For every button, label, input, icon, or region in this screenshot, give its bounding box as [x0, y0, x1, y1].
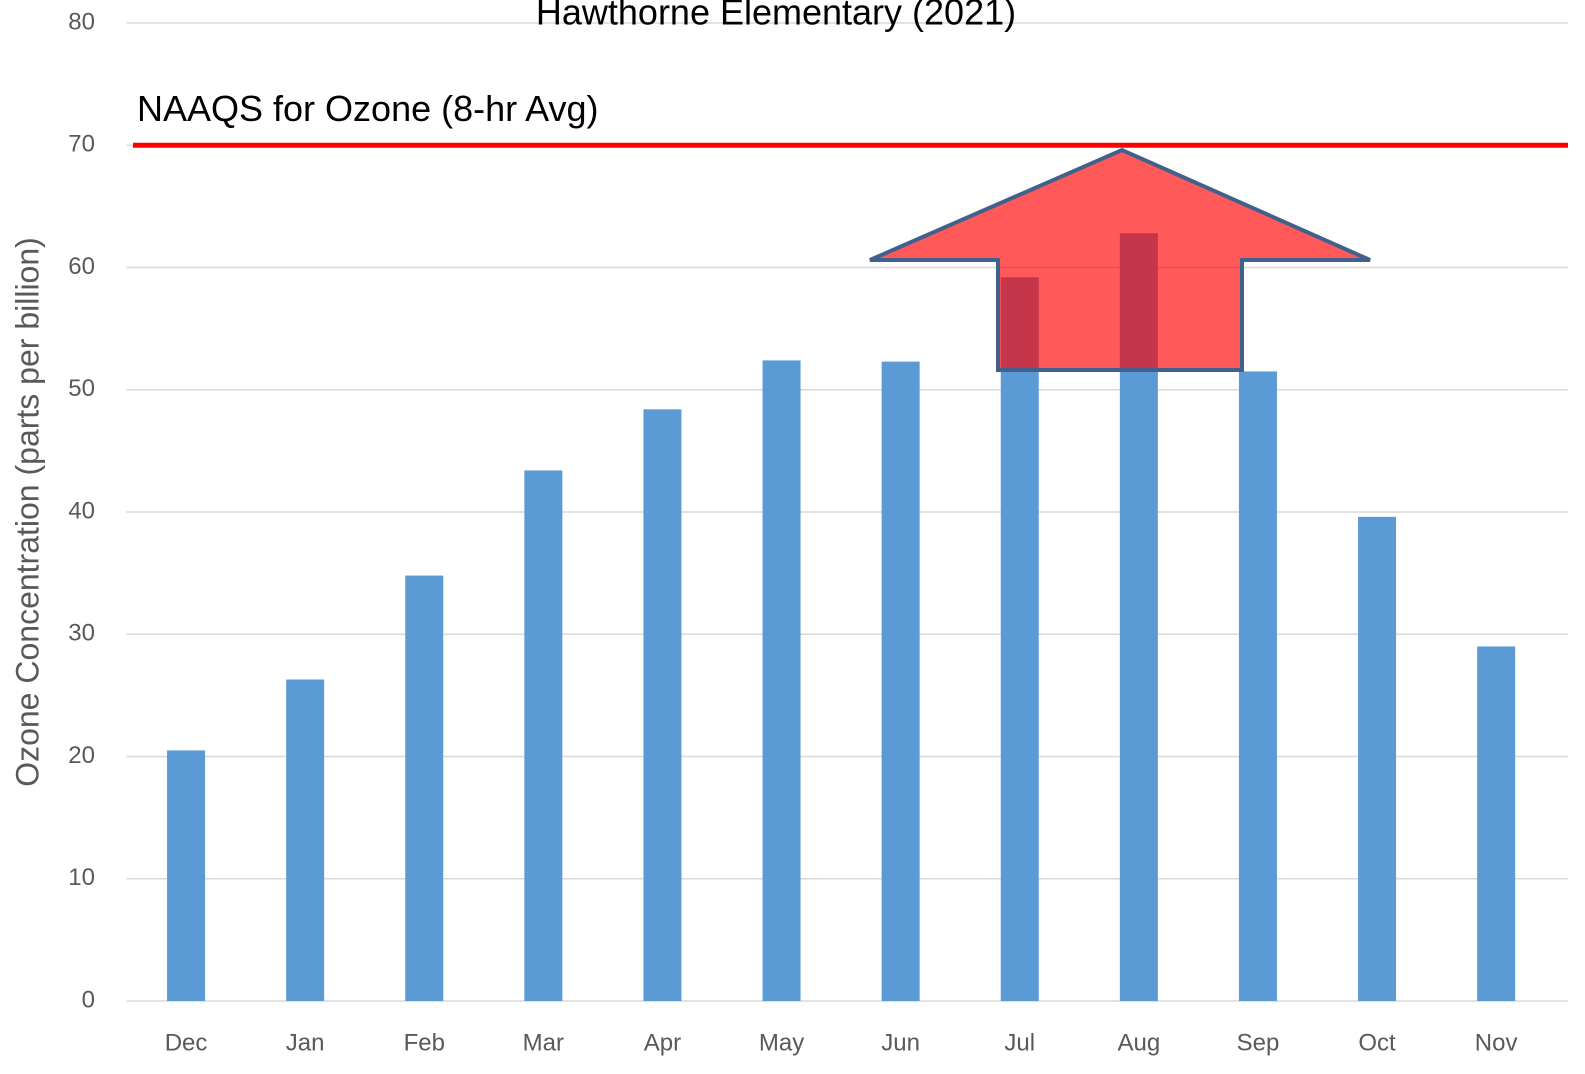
- bar: [881, 361, 920, 1001]
- bar: [286, 679, 325, 1001]
- bar: [524, 470, 563, 1001]
- bar-layer: [167, 233, 1516, 1002]
- y-tick-label: 0: [82, 986, 95, 1013]
- y-tick-label: 50: [68, 375, 95, 402]
- x-tick-label: Apr: [644, 1029, 681, 1056]
- y-tick-label: 20: [68, 742, 95, 769]
- x-tick-label: May: [759, 1029, 804, 1056]
- y-tick-label: 10: [68, 864, 95, 891]
- x-tick-label: Dec: [165, 1029, 208, 1056]
- bar: [1477, 646, 1516, 1001]
- y-tick-label: 60: [68, 253, 95, 280]
- x-tick-label: Feb: [404, 1029, 445, 1056]
- x-tick-label: Aug: [1117, 1029, 1160, 1056]
- x-tick-label: Sep: [1237, 1029, 1280, 1056]
- bar: [405, 575, 444, 1001]
- bar: [1000, 277, 1039, 1001]
- up-arrow: [869, 147, 1371, 372]
- bar: [1358, 516, 1397, 1001]
- y-tick-label: 70: [68, 131, 95, 158]
- x-tick-label: Jul: [1004, 1029, 1035, 1056]
- bar: [1238, 371, 1277, 1002]
- x-tick-label: Jun: [881, 1029, 920, 1056]
- y-tick-label: 80: [68, 8, 95, 35]
- chart-title: Hawthorne Elementary (2021): [536, 0, 1016, 33]
- bar: [643, 409, 682, 1001]
- top-layer: NAAQS for Ozone (8-hr Avg): [133, 88, 1568, 148]
- x-tick-label: Nov: [1475, 1029, 1518, 1056]
- x-tick-label: Oct: [1358, 1029, 1396, 1056]
- x-tick-label: Jan: [286, 1029, 325, 1056]
- x-tick-label: Mar: [523, 1029, 564, 1056]
- bar: [762, 360, 801, 1001]
- bar: [167, 750, 206, 1001]
- reference-label: NAAQS for Ozone (8-hr Avg): [137, 88, 599, 129]
- y-tick-label: 30: [68, 620, 95, 647]
- y-axis-label: Ozone Concentration (parts per billion): [9, 237, 45, 787]
- y-tick-label: 40: [68, 497, 95, 524]
